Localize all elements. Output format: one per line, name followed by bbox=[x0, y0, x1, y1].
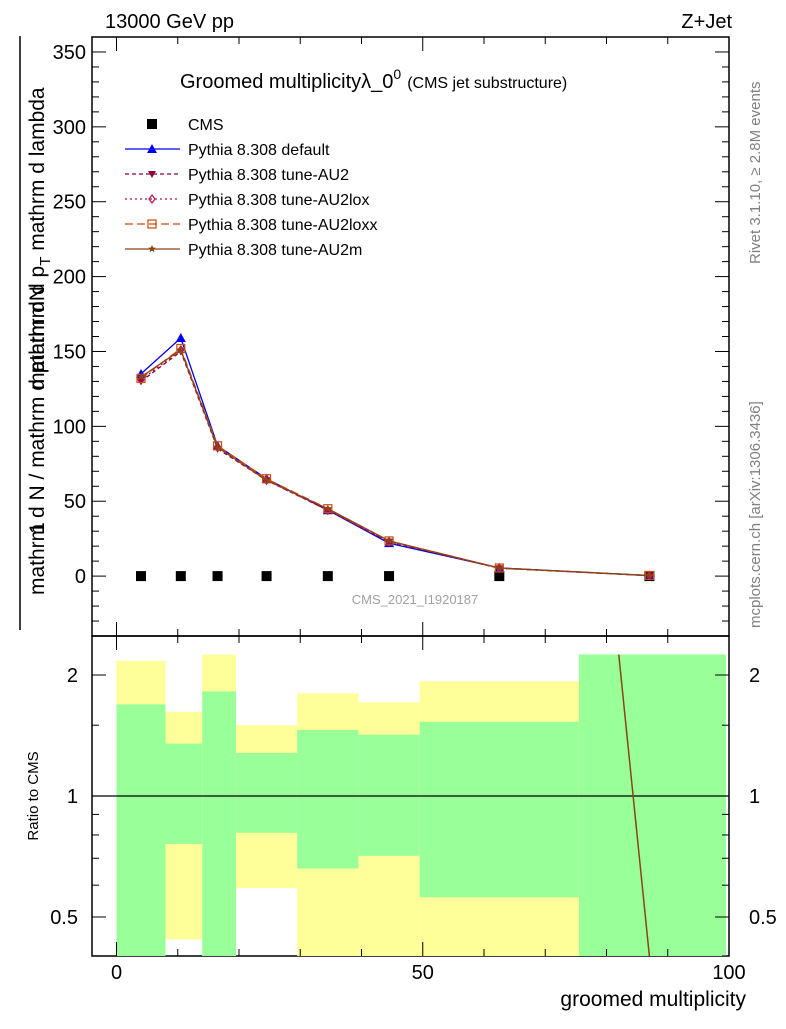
series-line bbox=[140, 347, 650, 577]
data-point bbox=[385, 536, 393, 545]
ratio-band-inner bbox=[578, 654, 726, 956]
legend-marker bbox=[147, 119, 157, 129]
legend-item: Pythia 8.308 tune-AU2m bbox=[125, 242, 362, 259]
series-5 bbox=[137, 346, 654, 579]
ylabel-dn: mathrm dN bbox=[26, 286, 49, 390]
legend-marker bbox=[148, 245, 156, 253]
main-axis-ticks: 0 50 100 150 200 250 300 350 bbox=[53, 37, 730, 636]
x-tick-label: 50 bbox=[412, 962, 434, 984]
legend-marker bbox=[148, 171, 156, 178]
series-line bbox=[140, 349, 650, 577]
series-layer bbox=[136, 332, 655, 582]
legend: CMS Pythia 8.308 default Pythia 8.308 tune… bbox=[125, 117, 377, 259]
data-point bbox=[494, 571, 505, 582]
data-point bbox=[261, 474, 272, 484]
legend-label: CMS bbox=[188, 117, 224, 134]
legend-label: Pythia 8.308 default bbox=[188, 142, 330, 159]
ratio-bands bbox=[92, 654, 729, 957]
ratio-band-inner bbox=[165, 743, 203, 844]
data-point bbox=[137, 372, 145, 381]
legend-marker bbox=[147, 144, 157, 153]
data-point bbox=[645, 571, 654, 579]
data-point bbox=[261, 571, 272, 582]
y-tick-label: 100 bbox=[53, 416, 86, 438]
ratio-y-tick-label: 0.5 bbox=[50, 907, 78, 929]
ratio-axis-ticks: 0.5 0.5 1 1 2 2 0 50 100 bbox=[50, 636, 777, 984]
y-tick-label: 150 bbox=[53, 341, 86, 363]
ratio-y-tick-label-right: 0.5 bbox=[749, 907, 777, 929]
ratio-ylabel: Ratio to CMS bbox=[25, 751, 42, 840]
ratio-band-inner bbox=[202, 691, 236, 956]
ratio-band-inner bbox=[235, 752, 298, 833]
legend-item: Pythia 8.308 tune-AU2loxx bbox=[125, 217, 377, 234]
data-point bbox=[213, 443, 222, 451]
data-point bbox=[384, 536, 394, 546]
data-point bbox=[137, 374, 145, 385]
legend-item: Pythia 8.308 tune-AU2 bbox=[125, 167, 349, 184]
ylabel-mathrm-d-lambda: mathrm d lambda bbox=[26, 87, 49, 257]
ratio-band-inner bbox=[419, 721, 579, 898]
data-point bbox=[176, 343, 186, 354]
legend-label: Pythia 8.308 tune-AU2m bbox=[188, 242, 362, 259]
data-point bbox=[324, 504, 332, 512]
data-point bbox=[177, 346, 185, 354]
legend-label: Pythia 8.308 tune-AU2loxx bbox=[188, 217, 377, 234]
ylabel-denominator: mathrm d N / mathrm d p bbox=[26, 362, 49, 595]
legend-item: Pythia 8.308 default bbox=[125, 142, 330, 159]
mcplots-label: mcplots.cern.ch [arXiv:1306.3436] bbox=[747, 401, 764, 628]
ylabel-numerator-one: 1 bbox=[26, 522, 49, 534]
data-point bbox=[175, 332, 186, 342]
main-ylabel-top-line: mathrm dN bbox=[26, 286, 49, 390]
y-tick-label: 300 bbox=[53, 117, 86, 139]
data-point bbox=[262, 476, 271, 484]
x-tick-label: 0 bbox=[111, 962, 122, 984]
legend-label: Pythia 8.308 tune-AU2lox bbox=[188, 192, 369, 209]
ratio-band-inner bbox=[116, 704, 166, 956]
y-tick-label: 200 bbox=[53, 267, 86, 289]
series-line bbox=[140, 336, 650, 577]
ratio-y-tick-label-right: 1 bbox=[749, 786, 760, 808]
y-tick-label: 350 bbox=[53, 42, 86, 64]
chart-title-superscript: 0 bbox=[393, 66, 401, 82]
ratio-y-tick-label-right: 2 bbox=[749, 665, 760, 687]
data-point bbox=[322, 571, 333, 582]
rivet-label: Rivet 3.1.10, ≥ 2.8M events bbox=[747, 82, 764, 265]
data-point bbox=[495, 564, 504, 572]
ratio-y-tick-label: 1 bbox=[67, 786, 78, 808]
header-left: 13000 GeV pp bbox=[105, 11, 234, 33]
legend-marker bbox=[147, 219, 157, 229]
y-tick-label: 50 bbox=[64, 491, 86, 513]
data-point bbox=[212, 441, 223, 451]
x-tick-label: 100 bbox=[712, 962, 745, 984]
chart-title-text: Groomed multiplicityλ_0 bbox=[180, 71, 393, 93]
y-tick-label: 250 bbox=[53, 192, 86, 214]
ratio-band-inner bbox=[297, 729, 359, 869]
xlabel: groomed multiplicity bbox=[560, 988, 746, 1011]
data-point bbox=[212, 571, 223, 582]
analysis-watermark: CMS_2021_I1920187 bbox=[352, 592, 479, 607]
ylabel-dp: mathrm d p bbox=[26, 266, 49, 372]
data-point bbox=[136, 571, 146, 582]
legend-item: Pythia 8.308 tune-AU2lox bbox=[125, 192, 369, 209]
legend-marker bbox=[148, 194, 156, 204]
ratio-y-tick-label: 2 bbox=[67, 665, 78, 687]
ylabel-dn-dp: mathrm d N / mathrm d p bbox=[26, 362, 49, 595]
data-point bbox=[175, 571, 186, 582]
ylabel-subscript: T bbox=[37, 257, 54, 266]
legend-item: CMS bbox=[147, 117, 224, 134]
header-right: Z+Jet bbox=[681, 11, 732, 33]
ratio-series-line bbox=[618, 654, 651, 957]
data-point bbox=[323, 504, 333, 514]
chart-title: Groomed multiplicityλ_00 (CMS jet substru… bbox=[180, 66, 567, 93]
ratio-band-inner bbox=[358, 734, 420, 856]
data-point bbox=[384, 571, 395, 582]
legend-label: Pythia 8.308 tune-AU2 bbox=[188, 167, 349, 184]
series-line bbox=[140, 348, 650, 577]
y-tick-label: 0 bbox=[75, 566, 86, 588]
ylabel-right-part: mathrm d pT mathrm d lambda bbox=[26, 87, 54, 372]
chart-subtitle: (CMS jet substructure) bbox=[407, 75, 567, 92]
